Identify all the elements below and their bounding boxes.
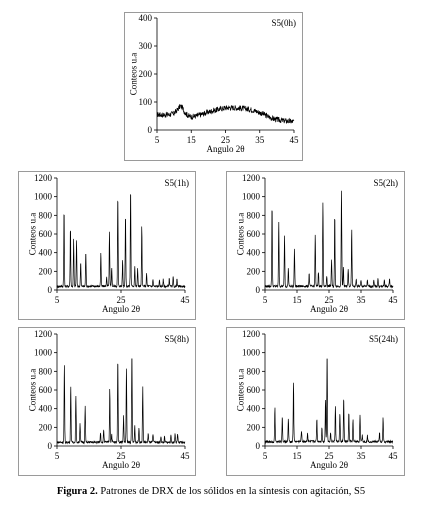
chart-svg: 0 200 400 600 800 1000 1200 5 15 25 35 45 — [242, 329, 399, 461]
x-tick-label: 25 — [325, 295, 335, 305]
x-tick-label: 45 — [181, 451, 191, 461]
sample-label: S5(2h) — [373, 178, 399, 188]
y-tick-label: 800 — [39, 210, 53, 220]
y-tick-label: 200 — [39, 422, 53, 432]
y-tick-label: 600 — [247, 229, 261, 239]
chart-svg: 0 200 400 600 800 1000 1200 5 25 45 — [34, 173, 191, 305]
y-tick-label: 1000 — [34, 192, 53, 202]
x-axis-title: Angulo 2θ — [206, 144, 245, 154]
y-tick-label: 1200 — [34, 173, 53, 183]
diffraction-pattern-line — [156, 104, 295, 124]
y-tick-label: 400 — [247, 248, 261, 258]
sample-label: S5(8h) — [164, 334, 190, 344]
y-tick-label: 600 — [39, 385, 53, 395]
x-tick-label: 45 — [181, 295, 191, 305]
x-tick-label: 25 — [221, 135, 231, 145]
x-tick-label: 5 — [55, 295, 60, 305]
x-tick-label: 35 — [357, 451, 367, 461]
y-axis-title: Conteos u.a — [26, 368, 37, 412]
x-tick-label: 15 — [293, 295, 303, 305]
chart-panel-s5-8h: 0 200 400 600 800 1000 1200 5 25 45 S5(8h) Angulo 2… — [18, 327, 196, 476]
y-tick-label: 200 — [247, 266, 261, 276]
chart-svg: 0 200 400 600 800 1000 1200 5 25 45 — [34, 329, 191, 461]
figure-caption-text: Patrones de DRX de los sólidos en la sín… — [100, 486, 366, 497]
y-tick-label: 1200 — [34, 329, 53, 339]
x-tick-label: 15 — [187, 135, 197, 145]
x-tick-label: 15 — [293, 451, 303, 461]
y-tick-label: 200 — [139, 69, 153, 79]
y-tick-label: 0 — [48, 441, 53, 451]
y-axis-title: Conteos u.a — [127, 52, 138, 96]
y-tick-label: 600 — [39, 229, 53, 239]
diffraction-pattern-line — [264, 358, 394, 445]
x-tick-label: 45 — [389, 295, 399, 305]
chart-panel-s5-24h: 0 200 400 600 800 1000 1200 5 15 25 35 45 S5(24h) Ang… — [226, 327, 405, 476]
y-tick-label: 600 — [247, 385, 261, 395]
x-tick-label: 5 — [155, 135, 160, 145]
y-tick-label: 400 — [39, 404, 53, 414]
y-tick-label: 1000 — [34, 348, 53, 358]
y-tick-label: 200 — [247, 422, 261, 432]
y-axis-title: Conteos u.a — [234, 212, 245, 256]
y-tick-label: 400 — [139, 13, 153, 23]
y-axis-title: Conteos u.a — [234, 368, 245, 412]
diffraction-pattern-line — [264, 190, 394, 289]
x-axis-title: Angulo 2θ — [310, 304, 349, 314]
x-tick-label: 25 — [325, 451, 335, 461]
y-axis-title: Conteos u.a — [26, 212, 37, 256]
y-tick-label: 400 — [39, 248, 53, 258]
x-tick-label: 5 — [263, 451, 268, 461]
sample-label: S5(24h) — [369, 334, 398, 344]
y-tick-label: 1000 — [242, 348, 261, 358]
y-tick-label: 0 — [256, 285, 261, 295]
x-tick-label: 5 — [263, 295, 268, 305]
y-tick-label: 800 — [247, 210, 261, 220]
x-axis-title: Angulo 2θ — [310, 460, 349, 470]
y-tick-label: 0 — [148, 125, 153, 135]
chart-svg: 0 100 200 300 400 5 15 25 35 45 — [139, 13, 300, 145]
y-tick-label: 1200 — [242, 173, 261, 183]
diffraction-pattern-line — [56, 358, 186, 445]
x-tick-label: 35 — [255, 135, 265, 145]
y-tick-label: 0 — [256, 441, 261, 451]
x-axis-title: Angulo 2θ — [102, 304, 141, 314]
figure-caption: Figura 2. Patrones de DRX de los sólidos… — [0, 486, 422, 497]
chart-panel-s5-0h: 0 100 200 300 400 5 15 25 35 45 S5(0h) Angulo 2θ Con… — [124, 12, 303, 161]
sample-label: S5(1h) — [164, 178, 190, 188]
y-tick-label: 1000 — [242, 192, 261, 202]
sample-label: S5(0h) — [271, 18, 297, 28]
x-axis-title: Angulo 2θ — [102, 460, 141, 470]
y-tick-label: 100 — [139, 97, 153, 107]
chart-panel-s5-1h: 0 200 400 600 800 1000 1200 5 25 45 S5(1h) Angulo 2… — [18, 171, 196, 320]
x-tick-label: 45 — [290, 135, 300, 145]
x-tick-label: 25 — [117, 451, 127, 461]
chart-svg: 0 200 400 600 800 1000 1200 5 15 25 35 45 — [242, 173, 399, 305]
x-tick-label: 35 — [357, 295, 367, 305]
y-tick-label: 300 — [139, 41, 153, 51]
x-tick-label: 45 — [389, 451, 399, 461]
y-tick-label: 800 — [39, 366, 53, 376]
y-tick-label: 200 — [39, 266, 53, 276]
x-tick-label: 25 — [117, 295, 127, 305]
y-tick-label: 400 — [247, 404, 261, 414]
x-tick-label: 5 — [55, 451, 60, 461]
y-tick-label: 800 — [247, 366, 261, 376]
chart-panel-s5-2h: 0 200 400 600 800 1000 1200 5 15 25 35 45 S5(2h) Angu… — [226, 171, 405, 320]
y-tick-label: 1200 — [242, 329, 261, 339]
diffraction-pattern-line — [56, 193, 186, 289]
y-tick-label: 0 — [48, 285, 53, 295]
figure-caption-label: Figura 2. — [56, 486, 98, 497]
